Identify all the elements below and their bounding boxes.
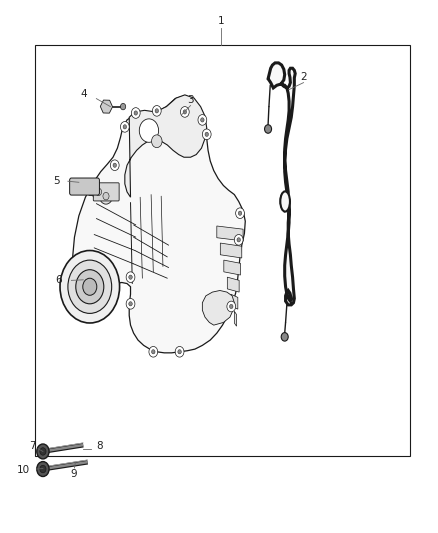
Text: 4: 4 [81,90,88,99]
Circle shape [237,238,240,242]
Circle shape [110,160,119,171]
Circle shape [152,106,161,116]
Ellipse shape [280,191,290,212]
Circle shape [281,333,288,341]
Circle shape [60,251,120,323]
Circle shape [149,346,158,357]
Text: 8: 8 [96,441,103,451]
Circle shape [85,180,98,196]
Circle shape [198,115,207,125]
Circle shape [131,108,140,118]
Polygon shape [220,243,242,258]
Polygon shape [202,290,234,325]
Circle shape [205,132,208,136]
Circle shape [238,211,242,215]
Circle shape [37,444,49,459]
Text: 6: 6 [55,276,62,285]
Bar [35,45,410,456]
Circle shape [123,125,127,129]
Circle shape [120,122,129,132]
Circle shape [236,208,244,219]
Polygon shape [231,294,238,309]
Polygon shape [224,260,240,275]
Circle shape [183,110,187,114]
Circle shape [113,163,117,167]
Text: 5: 5 [53,176,60,186]
Text: 3: 3 [187,95,194,104]
Polygon shape [217,226,243,241]
Circle shape [202,129,211,140]
FancyBboxPatch shape [93,183,119,201]
Circle shape [37,462,49,477]
Circle shape [265,125,272,133]
Circle shape [178,350,181,354]
Circle shape [201,118,204,122]
Circle shape [120,103,126,110]
Circle shape [83,278,97,295]
Circle shape [103,192,109,200]
Circle shape [129,275,132,279]
Circle shape [126,298,135,309]
Polygon shape [268,63,295,305]
Circle shape [155,109,159,113]
FancyBboxPatch shape [70,178,99,195]
Circle shape [139,119,159,142]
Polygon shape [227,277,239,292]
Text: 1: 1 [218,17,225,26]
Circle shape [40,465,46,473]
Circle shape [76,270,104,304]
Circle shape [126,272,135,282]
Circle shape [175,346,184,357]
Circle shape [227,301,236,312]
Circle shape [95,188,102,196]
Text: 10: 10 [17,465,30,475]
Circle shape [152,135,162,148]
Circle shape [68,260,112,313]
Polygon shape [72,96,245,353]
Circle shape [40,448,46,455]
Circle shape [230,304,233,309]
Polygon shape [125,95,207,197]
Circle shape [99,188,113,204]
Text: 7: 7 [28,441,35,451]
Circle shape [152,350,155,354]
Circle shape [180,107,189,117]
Polygon shape [234,311,237,326]
Text: 2: 2 [300,72,307,82]
Circle shape [129,302,132,306]
Circle shape [134,111,138,115]
Text: 9: 9 [70,469,77,479]
Circle shape [234,235,243,245]
Circle shape [92,184,105,200]
Circle shape [88,184,94,191]
